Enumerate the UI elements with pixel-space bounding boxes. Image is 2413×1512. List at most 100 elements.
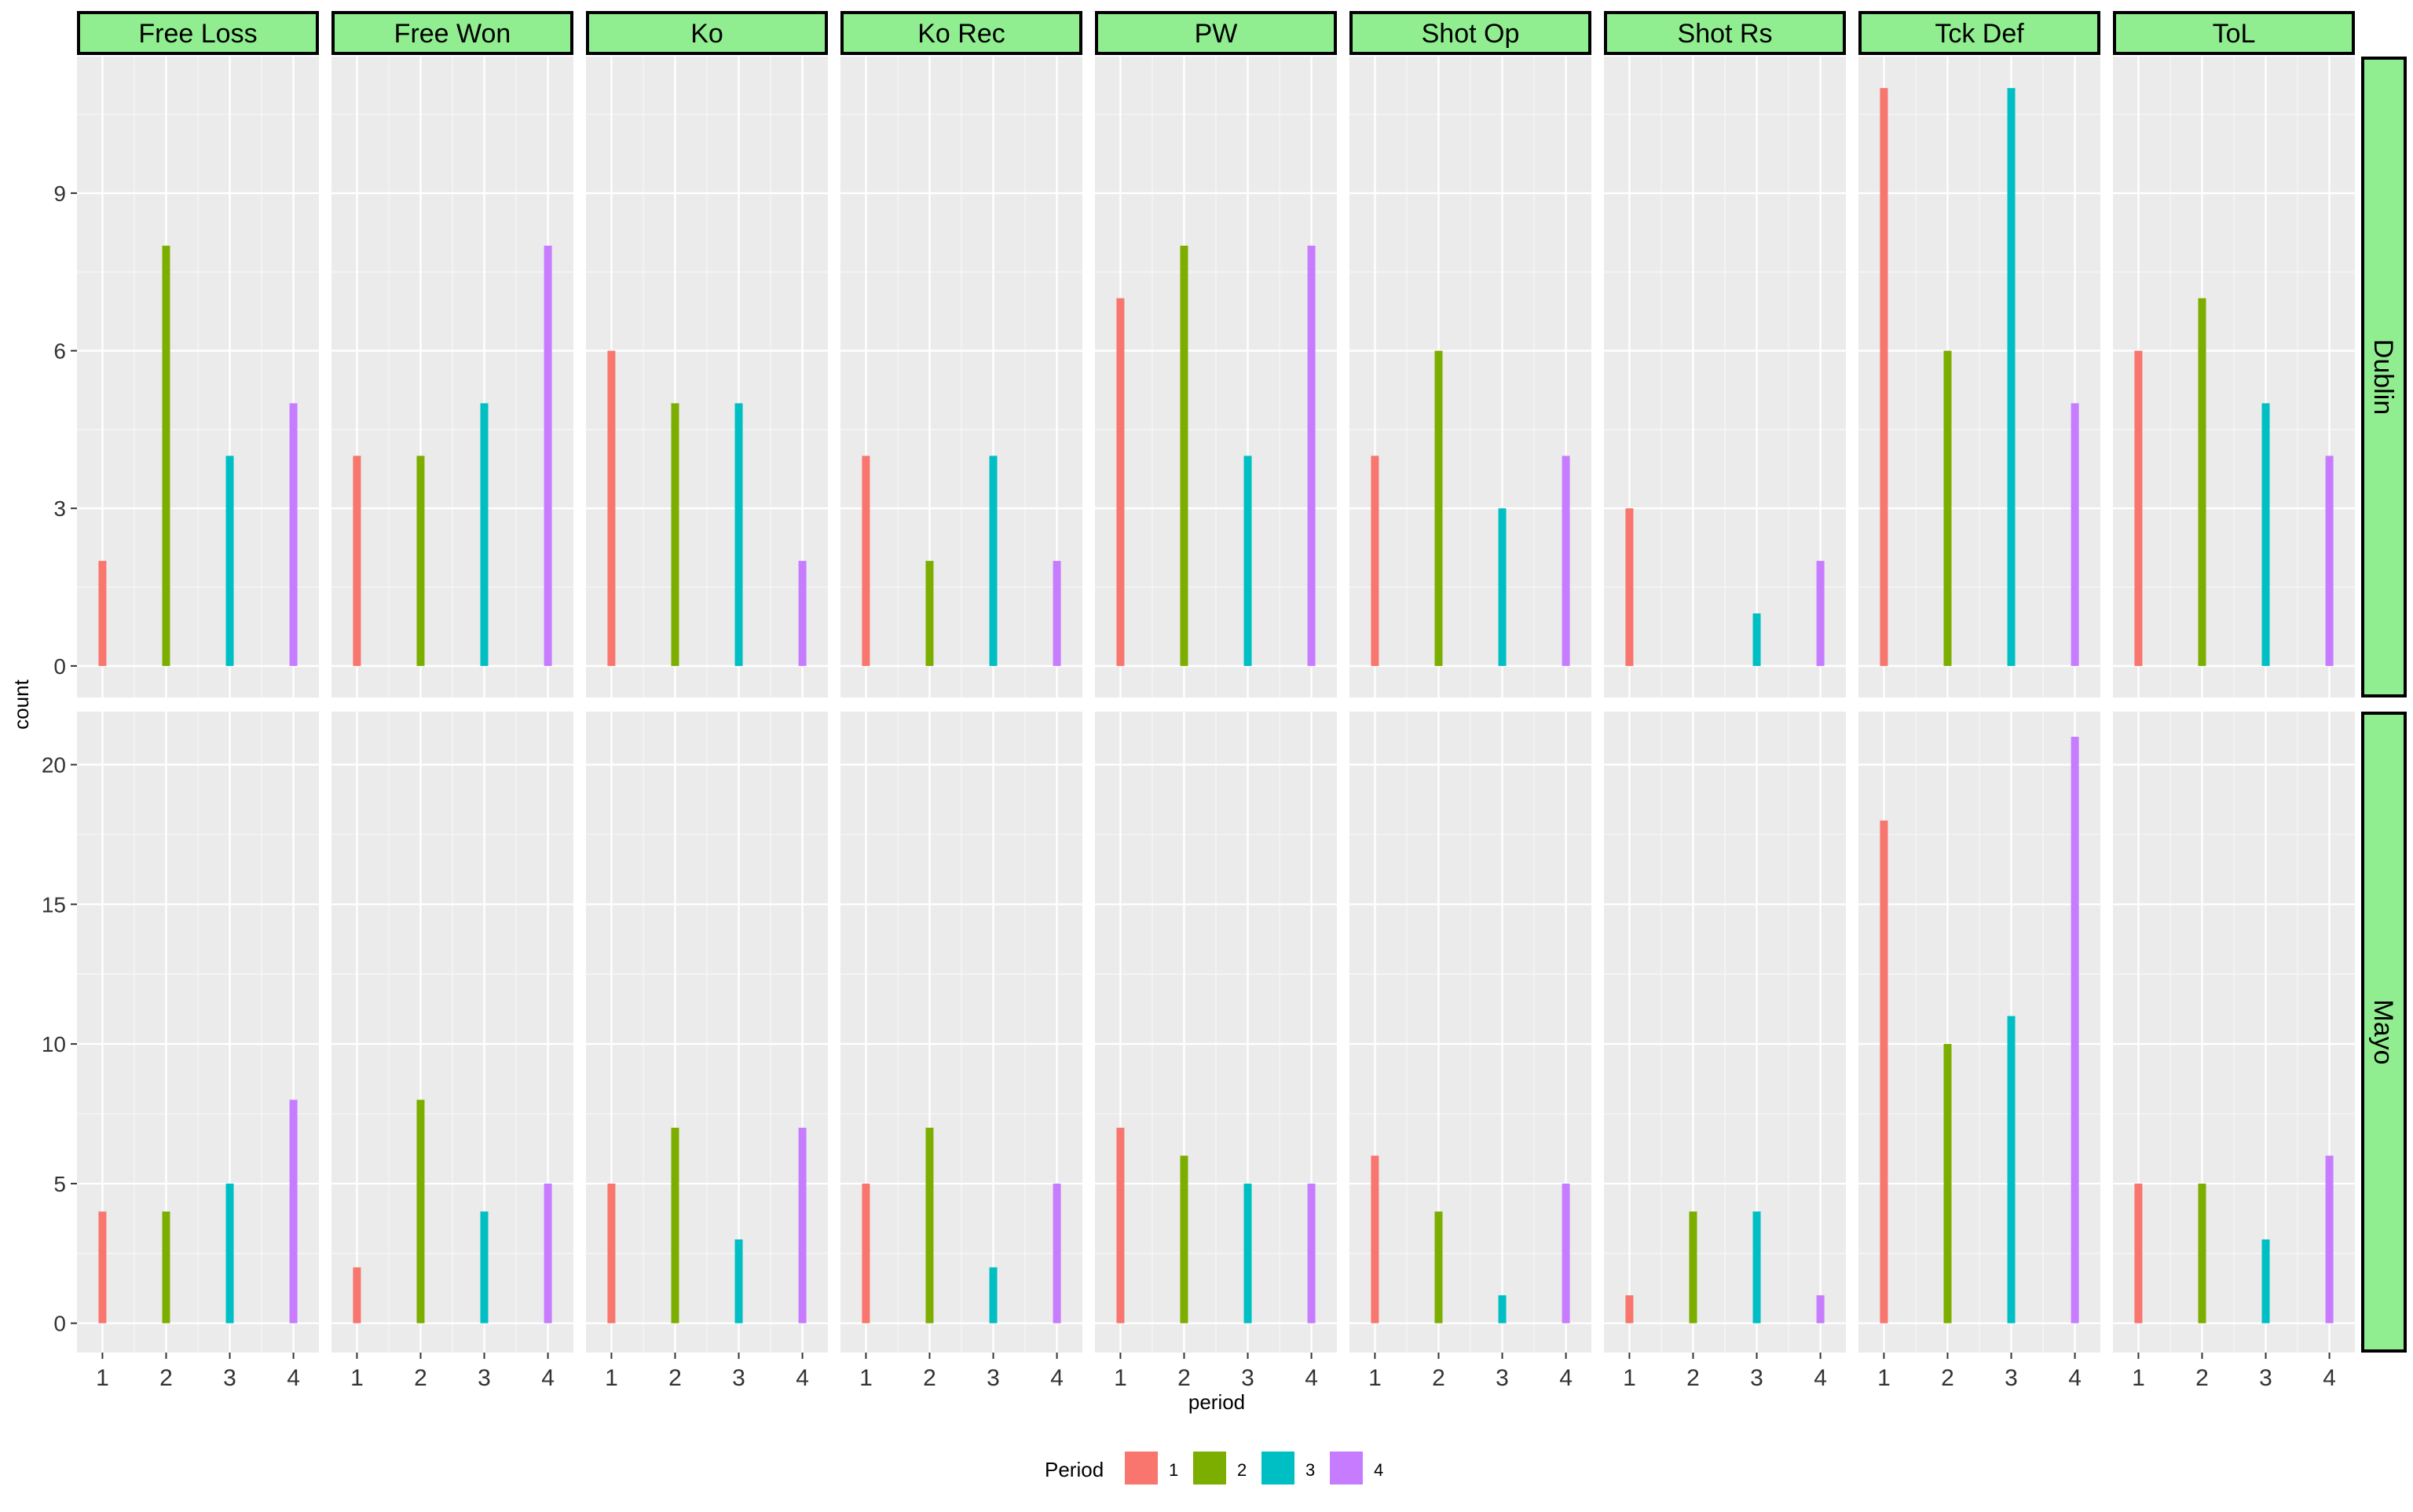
x-tick-label: 3 [2005, 1365, 2018, 1391]
bar-mayo-shot-op-period-3 [1498, 1295, 1507, 1323]
x-tick-label: 3 [2259, 1365, 2272, 1391]
x-tick-label: 2 [923, 1365, 936, 1391]
bar-mayo-tck-def-period-3 [2007, 1016, 2016, 1323]
bar-mayo-ko-rec-period-3 [989, 1267, 998, 1323]
x-tick-label: 4 [796, 1365, 809, 1391]
column-strip-label: Shot Rs [1678, 19, 1773, 49]
bar-mayo-shot-rs-period-2 [1689, 1211, 1697, 1323]
bar-dublin-ko-period-1 [607, 350, 616, 666]
row-strip-label: Dublin [2368, 339, 2398, 415]
y-tick-label: 0 [53, 654, 66, 679]
bar-dublin-pw-period-2 [1180, 245, 1188, 666]
bar-dublin-free-loss-period-2 [162, 245, 170, 666]
bar-dublin-free-won-period-2 [416, 456, 425, 666]
bar-dublin-ko-period-3 [734, 403, 743, 666]
x-tick-label: 4 [2323, 1365, 2336, 1391]
bar-dublin-pw-period-1 [1116, 298, 1125, 666]
bar-mayo-ko-rec-period-2 [925, 1127, 934, 1323]
x-tick-label: 3 [987, 1365, 1000, 1391]
column-strip-label: Free Loss [138, 19, 257, 49]
legend-key-1 [1125, 1452, 1158, 1485]
bar-mayo-tol-period-1 [2134, 1183, 2143, 1323]
bar-dublin-shot-op-period-4 [1562, 456, 1570, 666]
bar-dublin-free-won-period-1 [353, 456, 361, 666]
bar-mayo-pw-period-3 [1243, 1183, 1252, 1323]
bar-mayo-ko-period-3 [734, 1239, 743, 1323]
x-tick-label: 1 [1623, 1365, 1636, 1391]
x-tick-label: 4 [287, 1365, 300, 1391]
y-tick-label: 10 [42, 1032, 66, 1056]
x-tick-label: 3 [1496, 1365, 1509, 1391]
bar-mayo-ko-period-2 [671, 1127, 679, 1323]
bar-mayo-ko-rec-period-4 [1053, 1183, 1061, 1323]
x-tick-label: 2 [2195, 1365, 2209, 1391]
bar-dublin-pw-period-4 [1307, 245, 1316, 666]
x-tick-label: 4 [2068, 1365, 2082, 1391]
x-tick-label: 3 [478, 1365, 491, 1391]
x-tick-label: 1 [1114, 1365, 1127, 1391]
row-strip-label: Mayo [2368, 999, 2398, 1064]
x-tick-label: 1 [350, 1365, 364, 1391]
bar-dublin-ko-period-2 [671, 403, 679, 666]
bar-mayo-free-won-period-2 [416, 1100, 425, 1323]
bar-dublin-ko-period-4 [798, 561, 807, 666]
bar-mayo-free-won-period-3 [480, 1211, 489, 1323]
bar-dublin-shot-op-period-3 [1498, 508, 1507, 666]
bar-mayo-shot-op-period-2 [1434, 1211, 1443, 1323]
column-strip-ko-rec [840, 11, 1082, 55]
column-strip-label: Tck Def [1935, 19, 2024, 49]
bar-mayo-free-loss-period-3 [225, 1183, 234, 1323]
bar-mayo-free-loss-period-1 [98, 1211, 107, 1323]
x-tick-label: 4 [1814, 1365, 1827, 1391]
x-tick-label: 4 [1559, 1365, 1573, 1391]
x-tick-label: 3 [1241, 1365, 1254, 1391]
y-axis-title: count [9, 679, 33, 729]
column-strip-label: Ko Rec [917, 19, 1005, 49]
column-strip-label: Shot Op [1422, 19, 1520, 49]
bar-dublin-ko-rec-period-3 [989, 456, 998, 666]
bar-mayo-tck-def-period-2 [1943, 1044, 1952, 1323]
column-strip-tol [2113, 11, 2355, 55]
y-tick-label: 0 [53, 1312, 66, 1336]
bar-mayo-tck-def-period-4 [2071, 737, 2079, 1323]
bar-mayo-ko-period-4 [798, 1127, 807, 1323]
bar-dublin-free-loss-period-1 [98, 561, 107, 666]
bar-dublin-tol-period-1 [2134, 350, 2143, 666]
legend-label-4: 4 [1374, 1460, 1383, 1480]
bar-dublin-ko-rec-period-4 [1053, 561, 1061, 666]
bar-mayo-shot-op-period-1 [1371, 1155, 1379, 1323]
bar-mayo-pw-period-2 [1180, 1155, 1188, 1323]
column-strip-shot-rs [1604, 11, 1846, 55]
bar-dublin-tck-def-period-1 [1880, 88, 1888, 666]
bar-mayo-free-won-period-1 [353, 1267, 361, 1323]
bar-dublin-shot-op-period-2 [1434, 350, 1443, 666]
bar-dublin-shot-rs-period-4 [1816, 561, 1825, 666]
bar-mayo-tol-period-3 [2261, 1239, 2270, 1323]
bar-mayo-pw-period-1 [1116, 1127, 1125, 1323]
row-strip-dublin [2361, 57, 2407, 697]
bar-dublin-tol-period-3 [2261, 403, 2270, 666]
bar-dublin-shot-op-period-1 [1371, 456, 1379, 666]
bar-mayo-shot-rs-period-1 [1625, 1295, 1634, 1323]
x-axis-title: period [1188, 1390, 1245, 1414]
x-tick-label: 1 [1368, 1365, 1382, 1391]
bar-dublin-free-loss-period-4 [289, 403, 298, 666]
x-tick-label: 3 [223, 1365, 236, 1391]
legend-title: Period [1045, 1458, 1104, 1481]
bar-dublin-free-won-period-3 [480, 403, 489, 666]
row-strip-mayo [2361, 712, 2407, 1353]
x-tick-label: 1 [1877, 1365, 1891, 1391]
bar-mayo-shot-op-period-4 [1562, 1183, 1570, 1323]
bar-mayo-shot-rs-period-4 [1816, 1295, 1825, 1323]
bar-dublin-tol-period-4 [2325, 456, 2334, 666]
bar-mayo-free-loss-period-4 [289, 1100, 298, 1323]
column-strip-ko [586, 11, 828, 55]
x-tick-label: 1 [2132, 1365, 2145, 1391]
y-tick-label: 9 [53, 181, 66, 206]
x-tick-label: 2 [1432, 1365, 1445, 1391]
bar-dublin-free-loss-period-3 [225, 456, 234, 666]
x-tick-label: 3 [1750, 1365, 1763, 1391]
bar-mayo-tol-period-4 [2325, 1155, 2334, 1323]
column-strip-free-won [331, 11, 573, 55]
bar-dublin-tol-period-2 [2198, 298, 2206, 666]
